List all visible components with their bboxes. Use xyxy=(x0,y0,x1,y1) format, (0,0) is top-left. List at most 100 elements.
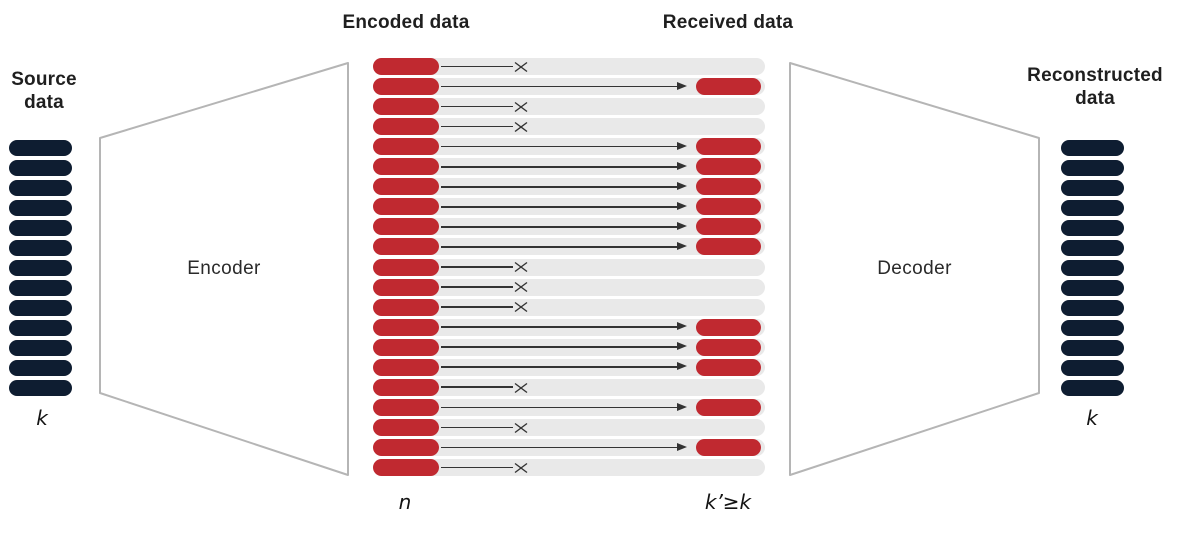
encoded-block xyxy=(373,238,439,256)
encoded-block xyxy=(373,318,439,336)
transmission-row xyxy=(373,378,765,396)
reconstructed-block xyxy=(1061,280,1124,296)
encoded-block xyxy=(373,298,439,316)
arrow-line xyxy=(441,246,678,248)
transmission-row xyxy=(373,318,765,336)
reconstructed-block xyxy=(1061,200,1124,216)
arrow-line xyxy=(441,386,513,389)
source-block xyxy=(9,260,72,276)
received-block xyxy=(696,358,761,376)
reconstructed-block xyxy=(1061,220,1124,236)
encoded-block xyxy=(373,459,439,476)
arrowhead-icon xyxy=(677,342,687,351)
erasure-cross-icon xyxy=(514,382,528,393)
encoded-block xyxy=(373,198,439,216)
arrowhead-icon xyxy=(677,322,687,331)
arrow-line xyxy=(441,65,513,68)
encoded-block xyxy=(373,158,439,176)
transmission-rows xyxy=(373,58,765,478)
reconstructed-block xyxy=(1061,160,1124,176)
source-data-label: Source data xyxy=(11,69,77,114)
arrowhead-icon xyxy=(677,181,687,190)
source-block xyxy=(9,300,72,316)
transmission-row xyxy=(373,118,765,136)
transmission-row xyxy=(373,138,765,156)
arrow-line xyxy=(441,105,513,108)
transmission-row xyxy=(373,258,765,276)
encoded-block xyxy=(373,58,439,75)
reconstructed-block xyxy=(1061,340,1124,356)
arrow-line xyxy=(441,346,678,348)
reconstructed-count-label: k xyxy=(1086,406,1098,430)
decoder-label: Decoder xyxy=(877,258,952,279)
encoded-block xyxy=(373,138,439,156)
arrowhead-icon xyxy=(677,222,687,231)
transmission-row xyxy=(373,459,765,476)
received-block xyxy=(696,158,761,176)
arrow-line xyxy=(441,406,678,409)
encoded-block xyxy=(373,398,439,416)
arrow-line xyxy=(441,206,678,208)
encoded-block xyxy=(373,418,439,436)
reconstructed-block xyxy=(1061,300,1124,316)
transmission-row xyxy=(373,338,765,356)
source-block xyxy=(9,240,72,256)
source-block xyxy=(9,160,72,176)
received-block xyxy=(696,178,761,196)
transmission-row xyxy=(373,78,765,96)
arrow-line xyxy=(441,85,678,88)
arrow-line xyxy=(441,286,513,288)
reconstructed-block xyxy=(1061,360,1124,376)
arrow-line xyxy=(441,446,678,449)
encoded-block xyxy=(373,378,439,396)
source-block xyxy=(9,220,72,236)
arrow-line xyxy=(441,306,513,308)
encoder-label: Encoder xyxy=(187,258,261,279)
transmission-row xyxy=(373,98,765,116)
encoded-block xyxy=(373,118,439,136)
arrowhead-icon xyxy=(677,141,687,150)
received-block xyxy=(696,338,761,356)
transmission-row xyxy=(373,198,765,216)
received-block xyxy=(696,198,761,216)
received-count-label: k’≥k xyxy=(704,490,752,514)
received-block xyxy=(696,238,761,256)
erasure-cross-icon xyxy=(514,282,528,293)
source-block xyxy=(9,140,72,156)
source-block xyxy=(9,360,72,376)
received-block xyxy=(696,78,761,96)
encoded-block xyxy=(373,98,439,116)
transmission-row xyxy=(373,178,765,196)
arrow-line xyxy=(441,165,678,168)
source-block xyxy=(9,320,72,336)
encoded-block xyxy=(373,338,439,356)
erasure-cross-icon xyxy=(514,101,528,112)
arrow-line xyxy=(441,326,678,328)
arrow-line xyxy=(441,426,513,429)
source-block xyxy=(9,380,72,396)
received-block xyxy=(696,318,761,336)
encoded-block xyxy=(373,178,439,196)
encoded-count-label: n xyxy=(398,490,412,514)
erasure-cross-icon xyxy=(514,262,528,273)
transmission-row xyxy=(373,438,765,456)
received-block xyxy=(696,138,761,156)
transmission-row xyxy=(373,58,765,75)
transmission-row xyxy=(373,278,765,296)
source-block xyxy=(9,180,72,196)
encoded-block xyxy=(373,358,439,376)
source-count-label: k xyxy=(36,406,48,430)
arrowhead-icon xyxy=(677,81,687,90)
arrowhead-icon xyxy=(677,362,687,371)
reconstructed-block xyxy=(1061,180,1124,196)
arrow-line xyxy=(441,145,678,148)
transmission-row xyxy=(373,238,765,256)
source-block xyxy=(9,200,72,216)
reconstructed-block xyxy=(1061,380,1124,396)
arrow-line xyxy=(441,266,513,268)
encoded-block xyxy=(373,438,439,456)
received-data-label: Received data xyxy=(662,12,794,33)
arrow-line xyxy=(441,226,678,228)
transmission-row xyxy=(373,158,765,176)
